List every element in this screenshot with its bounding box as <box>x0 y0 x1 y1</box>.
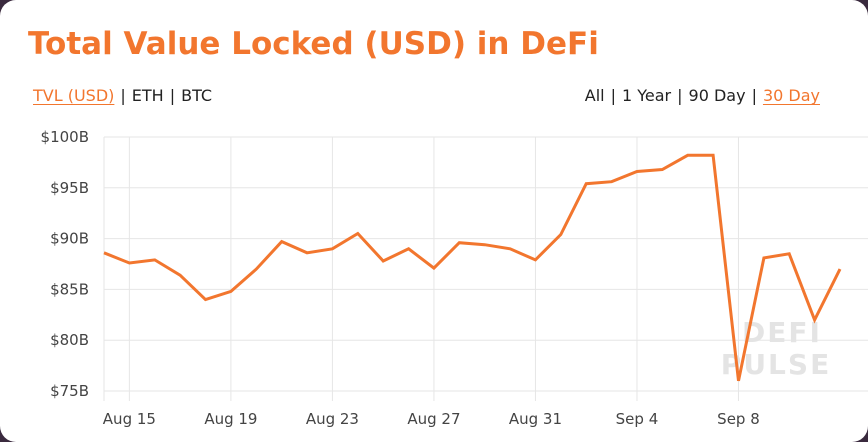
range-tabs: All | 1 Year | 90 Day | 30 Day <box>585 86 820 105</box>
chart-grid <box>103 136 868 401</box>
data-point[interactable] <box>583 181 589 187</box>
data-point[interactable] <box>837 266 843 272</box>
y-axis: $100B $95B $90B $85B $80B $75B <box>41 128 89 400</box>
metric-tabs: TVL (USD) | ETH | BTC <box>33 86 212 105</box>
watermark-line1: DEFI <box>742 316 822 349</box>
tab-range-1-year[interactable]: 1 Year <box>621 86 672 105</box>
data-point[interactable] <box>710 152 716 158</box>
tab-range-90-day[interactable]: 90 Day <box>688 86 746 105</box>
y-tick-label: $90B <box>50 230 89 248</box>
data-point[interactable] <box>685 152 691 158</box>
data-point[interactable] <box>507 246 513 252</box>
x-tick-label: Aug 31 <box>509 410 562 428</box>
y-tick-label: $80B <box>50 331 89 349</box>
y-tick-label: $95B <box>50 179 89 197</box>
x-tick-label: Aug 19 <box>204 410 257 428</box>
y-tick-label: $75B <box>50 382 89 400</box>
data-point[interactable] <box>609 179 615 185</box>
x-tick-label: Sep 4 <box>616 410 659 428</box>
series-group <box>101 152 843 384</box>
data-point[interactable] <box>279 239 285 245</box>
y-tick-label: $85B <box>50 280 89 298</box>
tab-separator: | <box>169 86 176 105</box>
tab-range-all[interactable]: All <box>584 86 605 105</box>
chart-watermark: DEFI PULSE <box>721 316 829 381</box>
data-point[interactable] <box>101 250 107 256</box>
data-point[interactable] <box>634 169 640 175</box>
data-point[interactable] <box>380 258 386 264</box>
data-point[interactable] <box>355 231 361 237</box>
tab-separator: | <box>120 86 126 105</box>
data-point[interactable] <box>329 246 335 252</box>
data-point[interactable] <box>304 250 310 256</box>
data-point[interactable] <box>177 272 183 278</box>
x-tick-label: Aug 23 <box>306 410 359 428</box>
data-point[interactable] <box>253 266 259 272</box>
data-point[interactable] <box>482 242 488 248</box>
data-point[interactable] <box>558 232 564 238</box>
tab-eth[interactable]: ETH <box>131 86 164 105</box>
data-point[interactable] <box>659 167 665 173</box>
data-point[interactable] <box>203 297 209 303</box>
page-title: Total Value Locked (USD) in DeFi <box>28 26 599 62</box>
data-point[interactable] <box>406 246 412 252</box>
tab-separator: | <box>610 86 616 105</box>
tab-separator: | <box>677 86 683 105</box>
x-axis: Aug 15 Aug 19 Aug 23 Aug 27 Aug 31 Sep 4 Sep 8 <box>103 410 760 428</box>
y-tick-label: $100B <box>41 128 89 146</box>
data-point[interactable] <box>812 317 818 323</box>
data-point[interactable] <box>456 240 462 246</box>
data-point[interactable] <box>786 251 792 257</box>
data-point[interactable] <box>126 260 132 266</box>
x-tick-label: Aug 15 <box>103 410 156 428</box>
data-point[interactable] <box>761 255 767 261</box>
x-tick-label: Sep 8 <box>717 410 760 428</box>
x-tick-label: Aug 27 <box>407 410 460 428</box>
data-point[interactable] <box>228 288 234 294</box>
data-point[interactable] <box>431 265 437 271</box>
tab-separator: | <box>751 86 757 105</box>
tvl-series-line <box>103 153 842 382</box>
data-point[interactable] <box>532 257 538 263</box>
data-point[interactable] <box>152 257 158 263</box>
tab-tvl-usd[interactable]: TVL (USD) <box>33 86 115 105</box>
tab-range-30-day[interactable]: 30 Day <box>762 86 820 105</box>
data-point[interactable] <box>735 378 741 384</box>
tab-btc[interactable]: BTC <box>181 86 213 105</box>
